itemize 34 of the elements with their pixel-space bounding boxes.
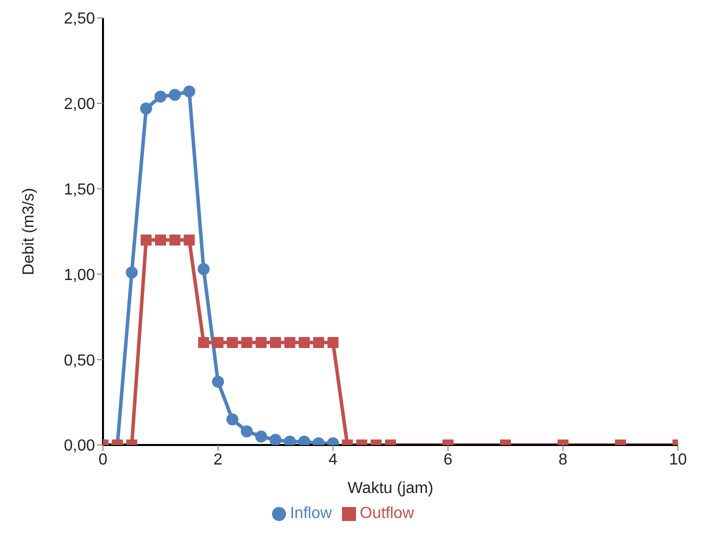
point xyxy=(313,337,324,348)
point xyxy=(328,337,338,348)
y-tick-label: 2,00 xyxy=(64,96,96,114)
y-axis-title: Debit (m3/s) xyxy=(20,188,38,276)
y-tick-label: 0,50 xyxy=(64,352,96,370)
point xyxy=(270,337,281,348)
y-tick-label: 1,50 xyxy=(64,181,96,198)
legend-label: Outflow xyxy=(360,505,414,522)
x-tick-label: 4 xyxy=(328,451,338,468)
point xyxy=(140,234,152,246)
y-tick-label: 1,00 xyxy=(64,266,96,284)
y-tick-label: 0,00 xyxy=(64,438,96,455)
point xyxy=(270,434,282,445)
point xyxy=(241,337,252,348)
x-tick-label: 8 xyxy=(558,451,568,468)
x-tick-label: 10 xyxy=(669,451,687,468)
x-axis-title: Waktu (jam) xyxy=(348,480,434,497)
y-tick-label: 2,50 xyxy=(64,10,96,28)
point xyxy=(198,263,210,276)
point xyxy=(169,234,180,246)
point xyxy=(284,337,296,348)
x-tick-label: 0 xyxy=(98,451,108,468)
point xyxy=(126,266,138,278)
point xyxy=(256,337,267,348)
legend-label: Inflow xyxy=(290,505,332,522)
point xyxy=(212,376,224,388)
point xyxy=(198,337,210,348)
point xyxy=(155,234,166,246)
point xyxy=(184,234,195,246)
point xyxy=(212,337,224,348)
x-tick-label: 2 xyxy=(214,451,223,468)
point xyxy=(226,337,238,348)
point xyxy=(298,337,310,348)
x-tick-label: 6 xyxy=(444,451,453,468)
